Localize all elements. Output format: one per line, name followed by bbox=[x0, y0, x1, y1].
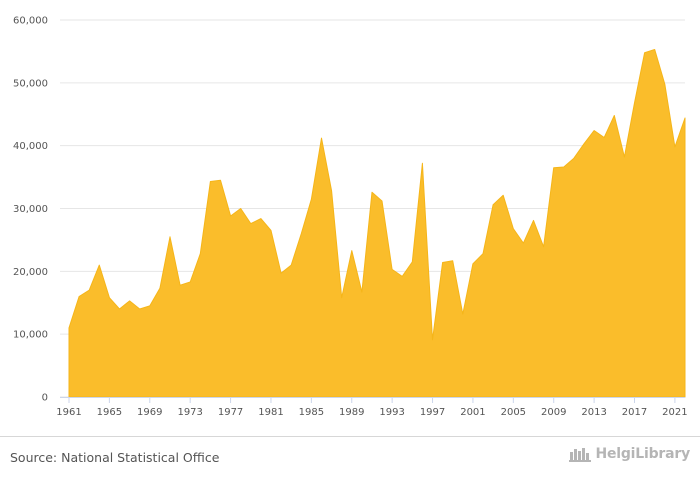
x-tick-label: 2021 bbox=[662, 407, 687, 418]
x-tick-label: 1985 bbox=[299, 407, 324, 418]
x-tick-label: 1989 bbox=[339, 407, 364, 418]
y-tick-label: 30,000 bbox=[13, 204, 48, 215]
x-tick-label: 1993 bbox=[379, 407, 404, 418]
y-tick-label: 60,000 bbox=[13, 16, 48, 27]
x-tick-label: 1973 bbox=[177, 407, 202, 418]
x-tick-label: 2001 bbox=[460, 407, 485, 418]
area-chart: 0 10,000 20,000 30,000 40,000 50,000 60,000 19… bbox=[13, 16, 688, 419]
x-tick-label: 1961 bbox=[56, 407, 81, 418]
y-tick-label: 50,000 bbox=[13, 78, 48, 89]
x-tick-label: 1965 bbox=[97, 407, 122, 418]
footer-divider bbox=[0, 436, 700, 437]
y-tick-label: 20,000 bbox=[13, 267, 48, 278]
x-tick-label: 2009 bbox=[541, 407, 566, 418]
area-series bbox=[68, 49, 686, 398]
x-tick-label: 2005 bbox=[501, 407, 526, 418]
helgi-library-logo-icon bbox=[569, 446, 592, 462]
x-tick-label: 2013 bbox=[581, 407, 606, 418]
y-axis: 0 10,000 20,000 30,000 40,000 50,000 60,000 bbox=[13, 16, 48, 404]
x-tick-label: 1969 bbox=[137, 407, 162, 418]
y-tick-label: 10,000 bbox=[13, 330, 48, 341]
x-tick-label: 1997 bbox=[420, 407, 445, 418]
series-area bbox=[68, 49, 686, 398]
logo-text: HelgiLibrary bbox=[595, 446, 690, 462]
x-tick-label: 2017 bbox=[622, 407, 647, 418]
x-tick-label: 1977 bbox=[218, 407, 243, 418]
x-axis: 1961 1965 1969 1973 1977 1981 1985 1989 1993 1997… bbox=[56, 397, 688, 418]
x-tick-label: 1981 bbox=[258, 407, 283, 418]
y-tick-label: 0 bbox=[42, 393, 48, 404]
helgi-library-logo: HelgiLibrary bbox=[569, 446, 690, 462]
source-note: Source: National Statistical Office bbox=[10, 450, 220, 465]
y-tick-label: 40,000 bbox=[13, 141, 48, 152]
